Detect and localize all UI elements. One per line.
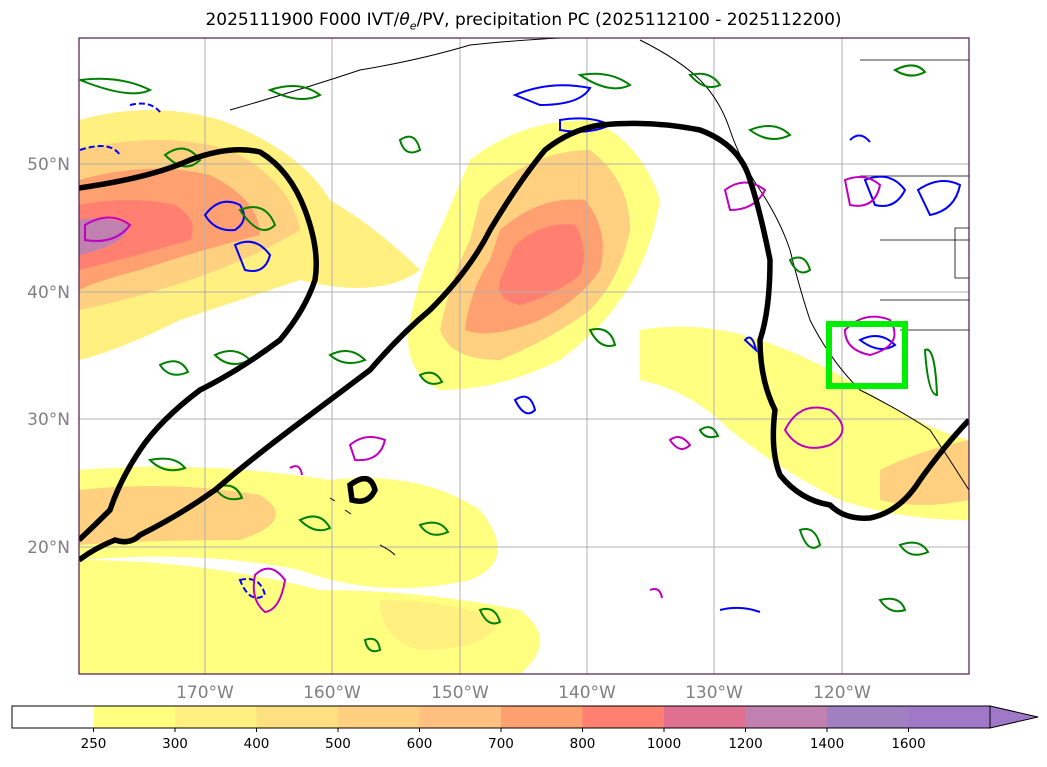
lat-tick-label: 20°N — [27, 538, 70, 558]
colorbar-extend-arrow — [989, 705, 1039, 729]
lon-axis: 170°W 160°W 150°W 140°W 130°W 120°W — [176, 683, 871, 703]
coastlines — [229, 38, 969, 556]
ivt-south-300 — [380, 600, 500, 650]
colorbar-tick-label: 600 — [407, 736, 433, 752]
precip-contours — [84, 175, 896, 614]
colorbar-segment — [908, 706, 991, 728]
gridlines — [79, 38, 969, 674]
colorbar-tick-label: 250 — [81, 736, 107, 752]
colorbar-segment — [664, 706, 746, 728]
lat-tick-label: 40°N — [27, 283, 70, 303]
colorbar-segment — [256, 706, 339, 728]
colorbar-segment — [582, 706, 665, 728]
colorbar: 250 300 400 500 600 700 800 1000 1200 1400 1600 — [11, 705, 1039, 752]
colorbar-segment — [827, 706, 909, 728]
colorbar-tick-label: 700 — [488, 736, 514, 752]
colorbar-segment — [419, 706, 502, 728]
region-box — [826, 321, 908, 389]
colorbar-tick-label: 300 — [162, 736, 188, 752]
lon-tick-label: 170°W — [176, 683, 234, 703]
ivt-nw-1400 — [79, 218, 130, 255]
ivt-center-1000 — [499, 224, 584, 305]
colorbar-segment — [745, 706, 828, 728]
colorbar-segment — [12, 706, 94, 728]
colorbar-tick-label: 1200 — [728, 736, 762, 752]
lon-tick-label: 160°W — [303, 683, 361, 703]
lon-tick-label: 130°W — [685, 683, 743, 703]
colorbar-segment — [501, 706, 583, 728]
colorbar-tick-label: 1600 — [891, 736, 925, 752]
lat-tick-label: 30°N — [27, 410, 70, 430]
colorbar-tick-label: 500 — [325, 736, 351, 752]
colorbar-segment — [338, 706, 420, 728]
lon-tick-label: 140°W — [558, 683, 616, 703]
title-theta: θ — [399, 10, 410, 30]
colorbar-segment — [93, 706, 176, 728]
map-frame — [78, 37, 970, 675]
map-title: 2025111900 F000 IVT/θe/PV, precipitation… — [0, 10, 1047, 32]
lon-tick-label: 150°W — [431, 683, 489, 703]
colorbar-tick-label: 400 — [244, 736, 270, 752]
lat-tick-label: 50°N — [27, 155, 70, 175]
colorbar-tick-label: 1000 — [647, 736, 681, 752]
title-sub: e — [409, 19, 417, 33]
colorbar-tick-label: 800 — [570, 736, 596, 752]
colorbar-segment — [175, 706, 257, 728]
map-plot-area — [79, 38, 969, 674]
title-rest: /PV, precipitation PC (2025112100 - 2025… — [416, 10, 842, 30]
jet-contour — [79, 120, 969, 563]
colorbar-tick-label: 1400 — [810, 736, 844, 752]
title-main: 2025111900 F000 IVT/ — [205, 10, 400, 30]
lon-tick-label: 120°W — [813, 683, 871, 703]
lat-axis: 50°N 40°N 30°N 20°N — [27, 155, 70, 558]
